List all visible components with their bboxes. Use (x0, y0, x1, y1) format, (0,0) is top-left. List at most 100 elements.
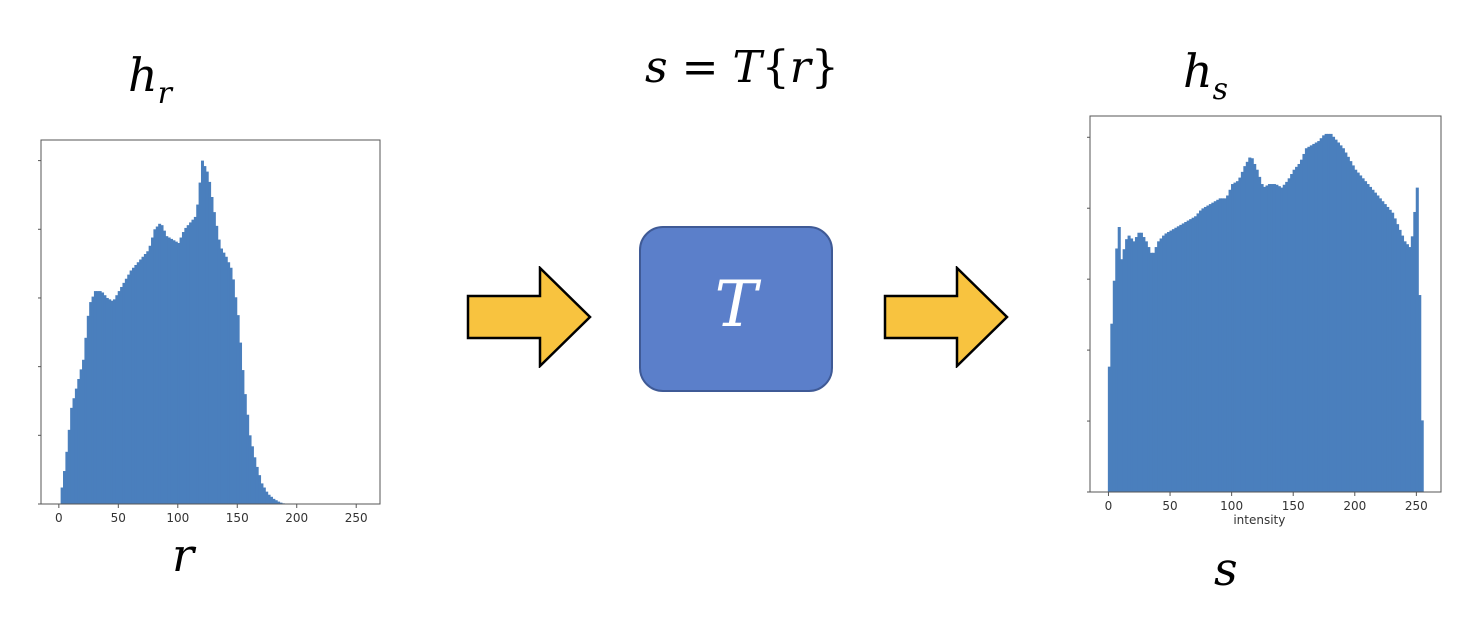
histogram-bar (1403, 241, 1407, 492)
histogram-bar (1130, 238, 1134, 492)
histogram-bar (174, 241, 178, 505)
histogram-bar (143, 254, 147, 504)
histogram-bar (248, 435, 252, 504)
histogram-bar (1329, 133, 1333, 492)
histogram-bar (1263, 186, 1267, 492)
histogram-bar (1341, 148, 1345, 492)
x-tick-label: 0 (1105, 499, 1113, 513)
histogram-bar (1349, 161, 1353, 492)
histogram-bar (151, 237, 155, 504)
x-tick-label: 200 (1343, 499, 1366, 513)
histogram-bar (250, 446, 254, 504)
histogram-bar (215, 225, 219, 504)
histogram-bar (1307, 146, 1311, 492)
histogram-bar (1319, 138, 1323, 492)
histogram-bar (1336, 142, 1340, 492)
histogram-bar (1211, 202, 1215, 492)
histogram-bar (1203, 206, 1207, 493)
histogram-bar (241, 370, 245, 504)
histogram-bar (1309, 145, 1313, 492)
histogram-bar (96, 291, 100, 504)
histogram-bar (1378, 198, 1382, 492)
histogram-bar (1179, 224, 1183, 492)
histogram-bar (1154, 247, 1158, 492)
histogram-bar (262, 487, 266, 504)
histogram-bar (1255, 169, 1259, 492)
histogram-bar (103, 295, 107, 504)
histogram-bar (258, 475, 262, 504)
histogram-bar (253, 457, 257, 504)
histogram-bar (1344, 152, 1348, 493)
histogram-bar (1386, 206, 1390, 493)
histogram-bar (198, 182, 202, 505)
histogram-bar (1265, 185, 1269, 493)
histogram-bar (170, 238, 174, 504)
histogram-bar (1169, 230, 1173, 493)
histogram-bar (224, 256, 228, 504)
histogram-bar (1327, 133, 1331, 492)
histogram-bar (1191, 217, 1195, 493)
histogram-bar (272, 498, 276, 504)
histogram-bar (101, 292, 105, 504)
histogram-bar (1166, 232, 1171, 492)
histogram-bar (1120, 259, 1124, 492)
histogram-bar (1144, 241, 1148, 492)
histogram-bar (267, 494, 271, 504)
histogram-bar (1381, 201, 1385, 492)
histogram-bar (1139, 232, 1143, 492)
input-axis-symbol: r (172, 528, 194, 582)
histogram-bar (1189, 219, 1193, 493)
x-axis-label: intensity (1233, 513, 1285, 527)
histogram-bar (1250, 158, 1254, 492)
histogram-bar (1383, 204, 1387, 492)
histogram-bar (1164, 233, 1168, 492)
histogram-bar (148, 245, 152, 504)
histogram-bar (1115, 248, 1119, 492)
formula-close-brace: } (810, 42, 839, 93)
histogram-bar (1260, 184, 1264, 493)
output-histogram-label: hs (1183, 48, 1228, 105)
histogram-bar (1312, 143, 1316, 492)
histogram-bar (1275, 184, 1279, 493)
histogram-bar (1420, 420, 1424, 492)
histogram-bar (1235, 181, 1240, 492)
histogram-bar (181, 232, 185, 504)
histogram-bar (234, 297, 238, 504)
histogram-bar (260, 483, 264, 504)
right-arrow-icon (466, 266, 592, 368)
output-histogram-subscript: s (1212, 72, 1229, 107)
histogram-bar (158, 223, 162, 504)
histogram-bar (220, 248, 223, 504)
histogram-bar (222, 252, 226, 504)
histogram-bar (1418, 295, 1422, 492)
histogram-bar (1125, 239, 1129, 492)
histogram-bar (1240, 171, 1244, 492)
histogram-bar (84, 337, 88, 504)
histogram-bar (93, 291, 97, 504)
histogram-bar (255, 466, 259, 504)
histogram-bar (1267, 184, 1272, 493)
histogram-bar (60, 487, 64, 504)
histogram-bar (1410, 236, 1414, 492)
histogram-bar (1287, 178, 1291, 492)
histogram-bar (1366, 184, 1370, 493)
histogram-bar (172, 240, 176, 504)
histogram-bar (1359, 175, 1363, 493)
x-tick-label: 50 (1162, 499, 1177, 513)
transform-box-label: T (714, 268, 758, 342)
histogram-bar (131, 267, 135, 504)
histogram-bar (1290, 174, 1294, 493)
histogram-bar (1292, 169, 1296, 492)
histogram-bar (1231, 184, 1235, 493)
histogram-bar (189, 222, 193, 504)
histogram-bar (1221, 198, 1225, 492)
histogram-bar (1186, 220, 1190, 492)
histogram-bar (1194, 216, 1198, 492)
histogram-bar (1132, 241, 1136, 492)
histogram-bar (277, 501, 281, 504)
formula-s: s (645, 42, 668, 93)
histogram-bar (1272, 184, 1276, 493)
histogram-bar (134, 264, 138, 504)
histogram-bar (1245, 161, 1249, 493)
